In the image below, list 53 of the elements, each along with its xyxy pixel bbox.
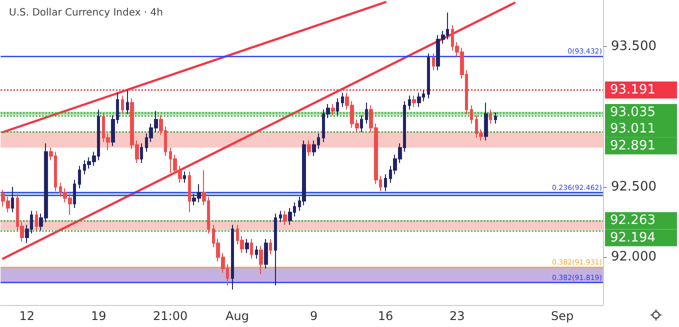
ref-line-label: 93.011	[610, 121, 656, 136]
candlestick	[73, 179, 76, 209]
candlestick	[283, 210, 287, 226]
candlestick	[279, 210, 282, 223]
candlestick	[121, 95, 124, 114]
candlestick	[360, 114, 363, 133]
candlestick	[274, 213, 277, 286]
candlestick	[250, 238, 253, 260]
text: U.S. Dollar Currency Index · 4h	[9, 8, 163, 18]
candlestick	[183, 170, 186, 184]
candlestick	[255, 245, 258, 260]
candlestick	[11, 186, 14, 213]
candlestick	[331, 104, 335, 116]
candlestick	[341, 92, 344, 108]
candlestick	[384, 174, 387, 192]
x-tick-label: Aug	[226, 309, 249, 323]
x-tick-label: 9	[310, 309, 318, 323]
x-tick-label: 12	[19, 309, 35, 323]
candlestick	[484, 102, 488, 142]
candlestick	[126, 89, 129, 114]
candlestick	[408, 95, 411, 110]
candlestick	[417, 92, 421, 108]
y-tick-label: 92.500	[611, 179, 656, 194]
candlestick	[78, 165, 81, 189]
ref-line-label: 92.891	[610, 138, 656, 154]
x-tick-label: 16	[378, 309, 394, 323]
x-tick-label: 19	[90, 309, 106, 323]
candlestick	[269, 238, 272, 255]
candlestick	[307, 140, 311, 157]
x-tick-label: 23	[450, 309, 465, 323]
x-tick-label: 21:00	[153, 309, 188, 323]
candlestick	[140, 142, 143, 164]
candlestick	[264, 238, 268, 269]
candlestick	[412, 95, 416, 108]
candlestick	[432, 52, 435, 71]
ref-line-label: 93.035	[610, 104, 656, 120]
x-tick-label: Sep	[551, 309, 574, 323]
candlestick	[35, 210, 38, 232]
ref-line-label: 92.194	[610, 230, 656, 246]
candlestick	[365, 102, 368, 124]
candlestick	[245, 238, 249, 254]
ref-line-label: 93.191	[610, 82, 656, 98]
candlestick	[470, 104, 473, 124]
y-tick-label: 92.000	[611, 250, 656, 265]
candlestick	[259, 245, 263, 275]
candlestick	[489, 109, 492, 124]
candlestick	[427, 52, 430, 99]
candlestick	[494, 112, 497, 124]
y-tick-label: 93.500	[611, 38, 656, 54]
candlestick	[336, 98, 339, 116]
candlestick	[231, 224, 234, 290]
candlestick	[188, 170, 191, 213]
ref-line-label: 92.263	[610, 213, 656, 228]
